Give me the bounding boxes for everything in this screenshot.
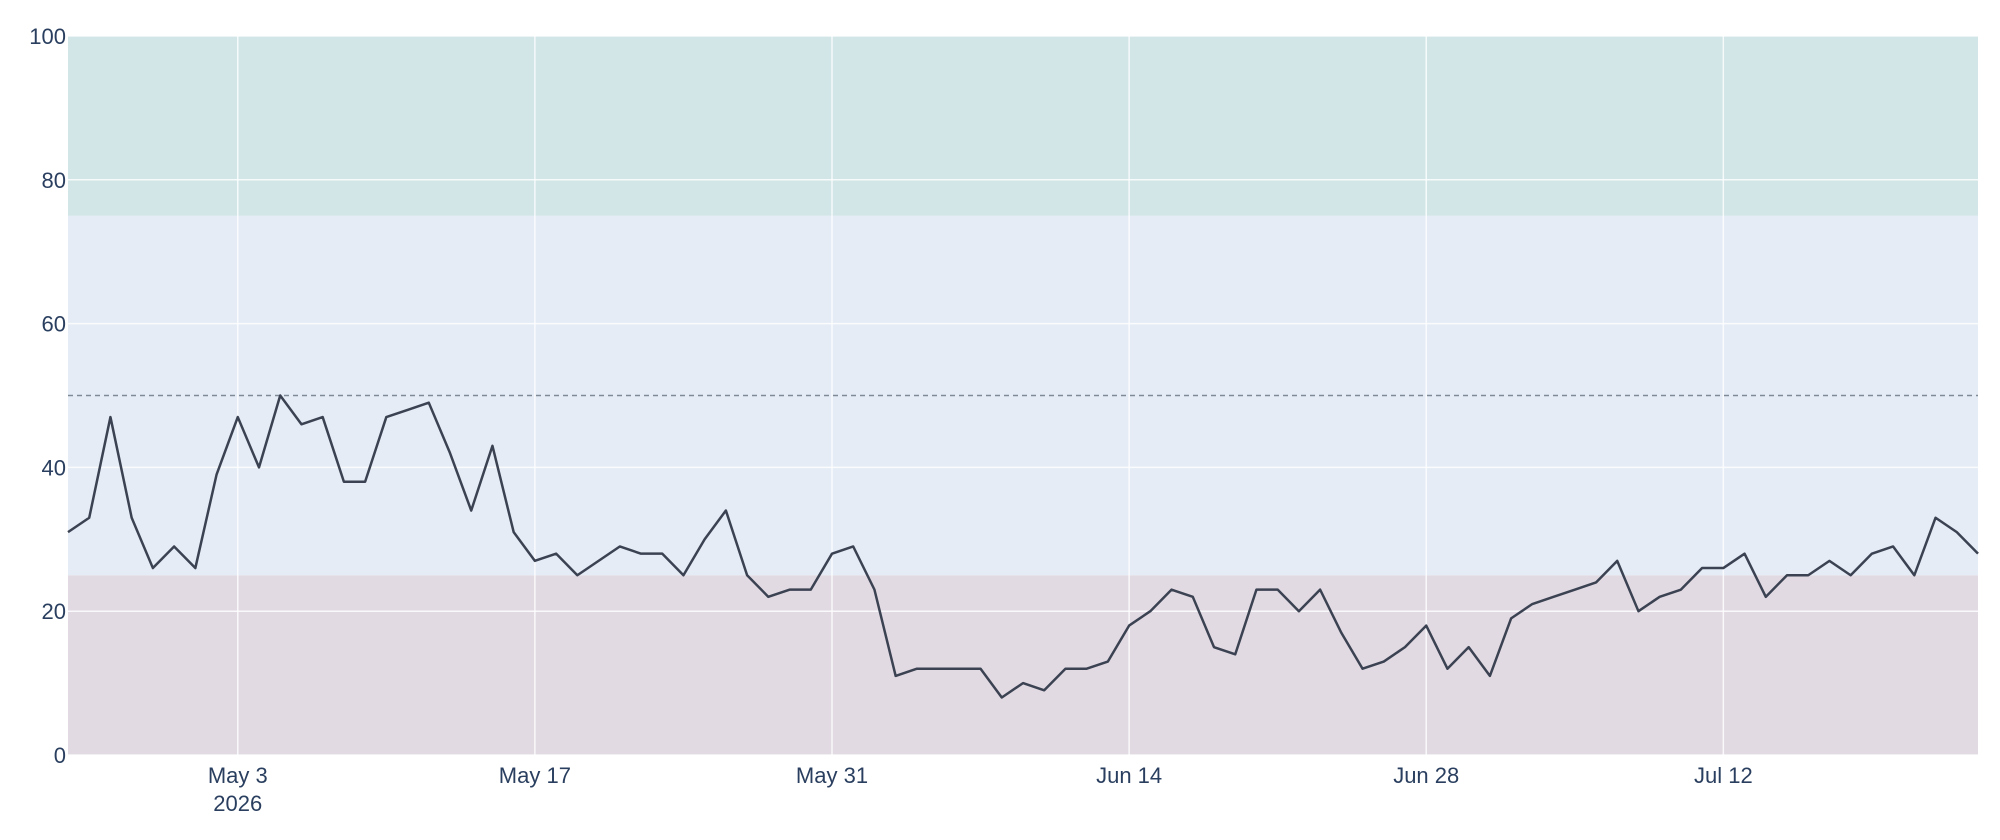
x-tick-label: Jun 14 xyxy=(1096,763,1162,788)
band xyxy=(68,575,1978,755)
band xyxy=(68,36,1978,216)
x-tick-label: May 31 xyxy=(796,763,868,788)
y-tick-label: 80 xyxy=(42,168,66,193)
x-tick-label: Jul 12 xyxy=(1694,763,1753,788)
y-tick-label: 40 xyxy=(42,455,66,480)
x-tick-sublabel: 2026 xyxy=(213,791,262,816)
y-tick-label: 0 xyxy=(54,743,66,768)
y-tick-label: 60 xyxy=(42,312,66,337)
x-tick-label: Jun 28 xyxy=(1393,763,1459,788)
x-tick-label: May 17 xyxy=(499,763,571,788)
x-tick-label: May 3 xyxy=(208,763,268,788)
y-tick-label: 100 xyxy=(29,24,66,49)
line xyxy=(67,394,1979,699)
y-tick-label: 20 xyxy=(42,599,66,624)
